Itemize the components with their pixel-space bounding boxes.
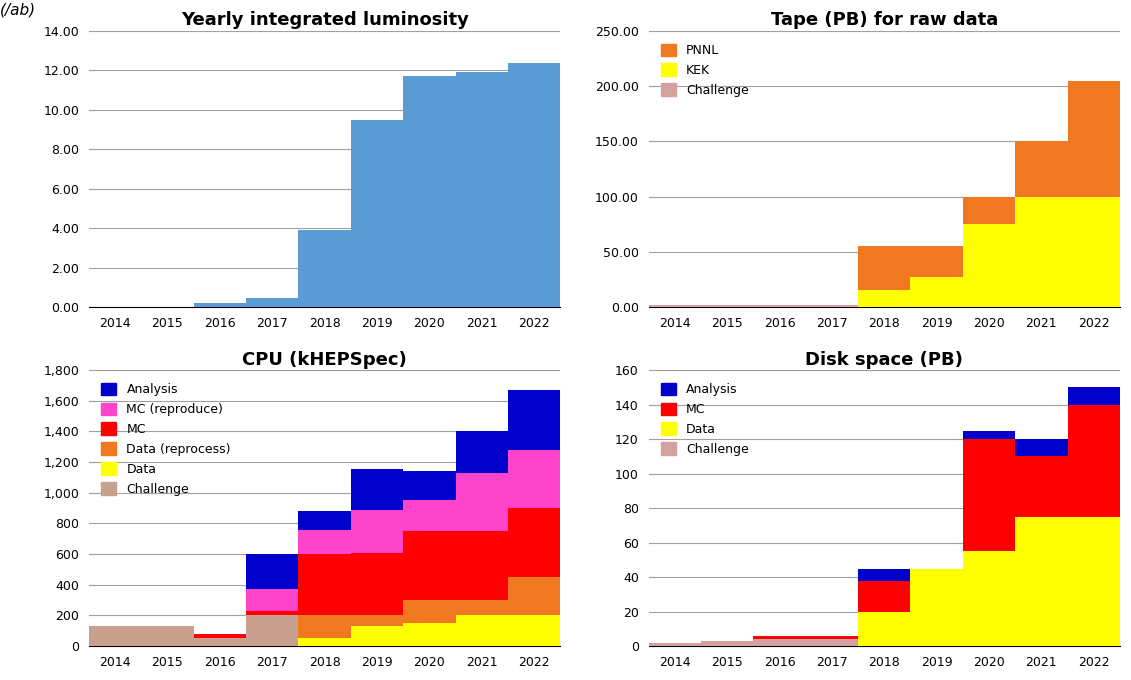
Bar [299,615,351,639]
Bar [962,551,1016,646]
Legend: PNNL, KEK, Challenge: PNNL, KEK, Challenge [655,37,756,103]
Bar [858,612,910,646]
Bar [648,305,701,307]
Title: Disk space (PB): Disk space (PB) [805,351,964,369]
Bar [508,577,560,615]
Bar [141,626,193,646]
Bar [858,246,910,290]
Bar [1016,456,1068,517]
Title: Tape (PB) for raw data: Tape (PB) for raw data [770,12,998,29]
Bar [858,290,910,307]
Bar [247,554,299,590]
Bar [456,72,508,307]
Bar [858,581,910,612]
Bar [508,390,560,450]
Bar [403,531,456,600]
Legend: Analysis, MC (reproduce), MC, Data (reprocess), Data, Challenge: Analysis, MC (reproduce), MC, Data (repr… [95,377,238,502]
Bar [1068,517,1120,646]
Bar [1016,517,1068,646]
Bar [193,639,247,646]
Bar [403,600,456,623]
Bar [910,277,962,307]
Bar [1016,197,1068,307]
Bar [910,246,962,277]
Bar [193,634,247,639]
Bar [508,450,560,508]
Bar [403,500,456,531]
Bar [1016,141,1068,197]
Y-axis label: (/ab): (/ab) [0,2,36,17]
Bar [351,626,403,646]
Bar [1068,388,1120,405]
Bar [805,639,858,646]
Bar [299,639,351,646]
Bar [962,197,1016,224]
Bar [1068,405,1120,517]
Bar [299,230,351,307]
Bar [247,615,299,646]
Bar [753,305,805,307]
Bar [962,439,1016,551]
Bar [1068,81,1120,197]
Bar [753,636,805,639]
Bar [910,568,962,646]
Bar [962,430,1016,439]
Title: CPU (kHEPSpec): CPU (kHEPSpec) [242,351,407,369]
Bar [351,469,403,511]
Bar [508,615,560,646]
Bar [247,590,299,611]
Bar [403,76,456,307]
Bar [858,568,910,581]
Bar [89,626,141,646]
Bar [403,623,456,646]
Bar [508,508,560,577]
Title: Yearly integrated luminosity: Yearly integrated luminosity [181,12,468,29]
Bar [247,611,299,615]
Bar [456,600,508,615]
Bar [805,305,858,307]
Bar [1068,197,1120,307]
Bar [456,473,508,531]
Bar [193,303,247,307]
Bar [299,511,351,530]
Bar [351,554,403,615]
Bar [456,615,508,646]
Legend: Analysis, MC, Data, Challenge: Analysis, MC, Data, Challenge [655,377,756,462]
Bar [962,224,1016,307]
Bar [403,471,456,500]
Bar [701,641,753,646]
Bar [753,639,805,646]
Bar [351,120,403,307]
Bar [247,298,299,307]
Bar [1016,439,1068,456]
Bar [351,511,403,554]
Bar [508,63,560,307]
Bar [299,530,351,554]
Bar [351,615,403,626]
Bar [456,432,508,473]
Bar [299,554,351,615]
Bar [701,305,753,307]
Bar [456,531,508,600]
Bar [648,643,701,646]
Bar [805,636,858,639]
